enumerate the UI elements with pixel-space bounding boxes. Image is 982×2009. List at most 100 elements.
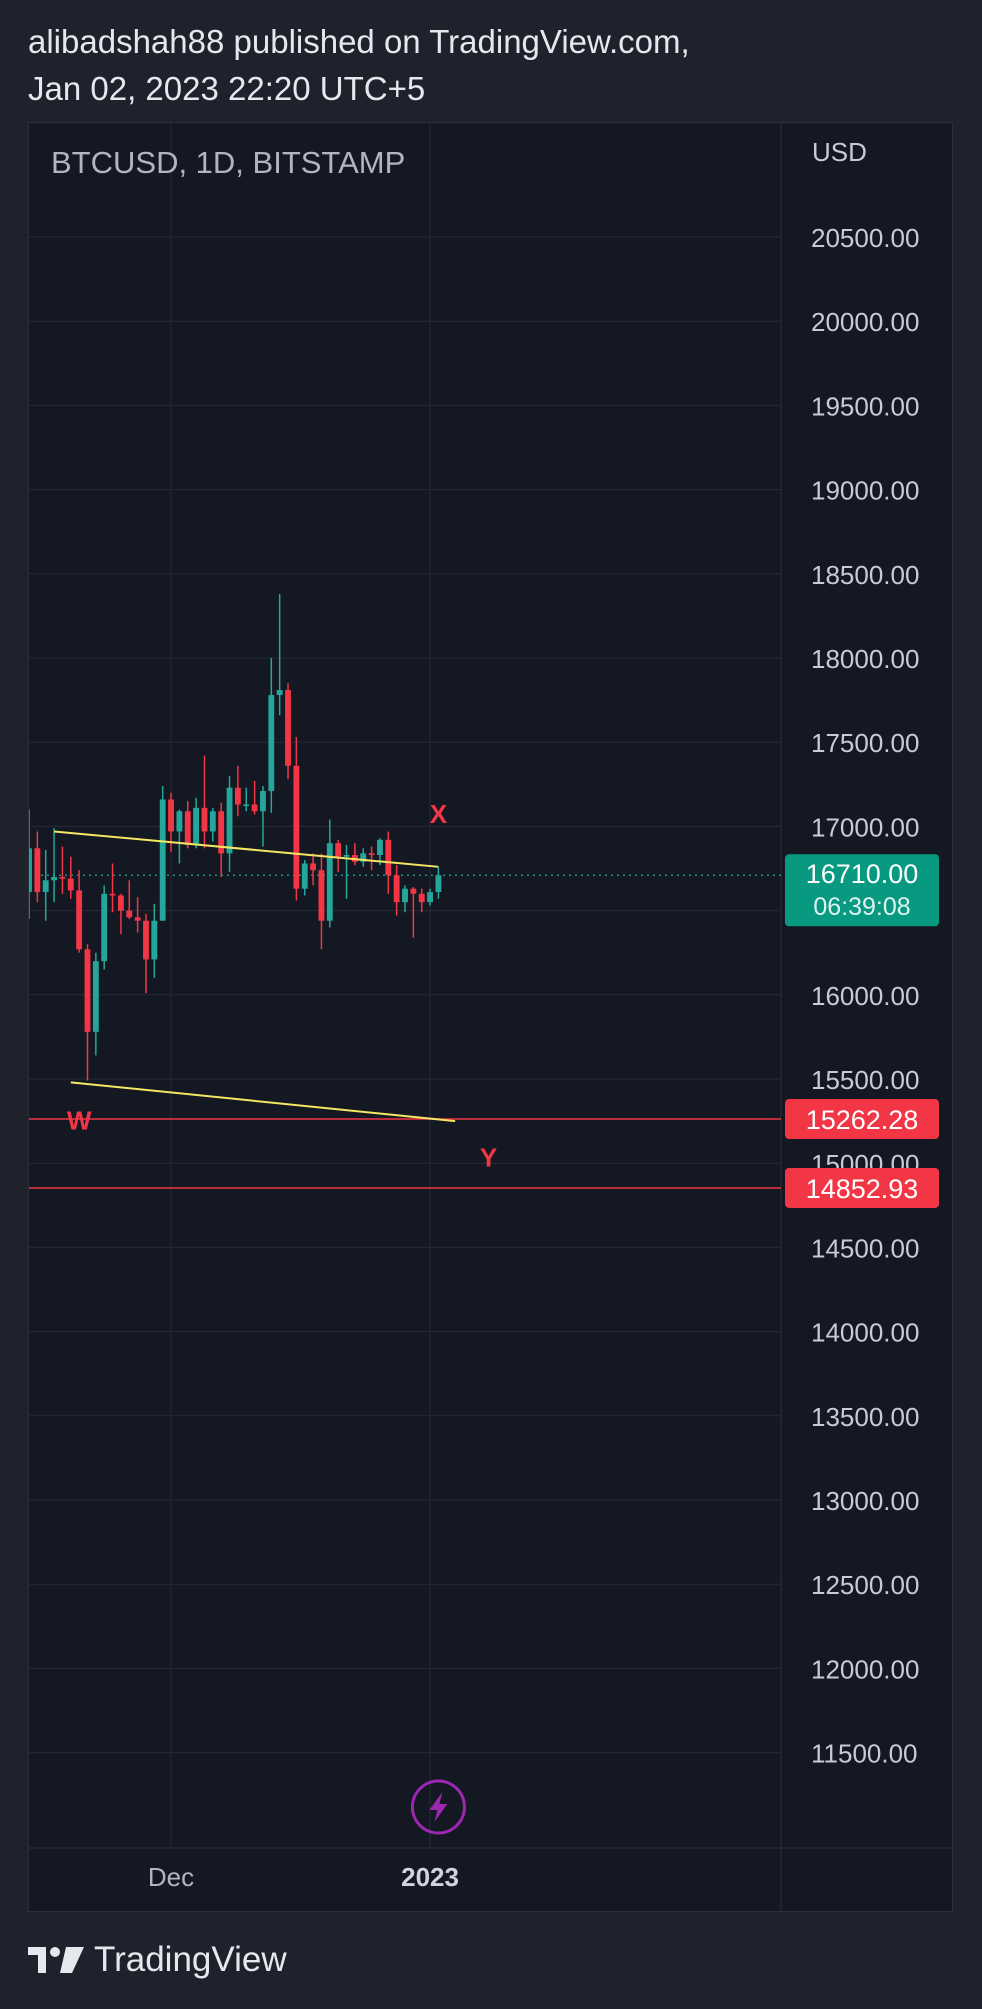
candle-body (76, 890, 83, 950)
candle-body (184, 811, 191, 845)
candle-body (368, 853, 375, 856)
candle (159, 785, 166, 921)
candle-body (209, 811, 216, 832)
candle (76, 870, 83, 953)
candle-body (67, 878, 74, 891)
lightning-icon-bolt (429, 1792, 448, 1822)
candle-body (251, 804, 258, 812)
footer: TradingView (28, 1940, 287, 1980)
y-tick-label: 20000.00 (811, 307, 919, 337)
candle-body (168, 799, 174, 832)
lightning-icon-ring (410, 1779, 466, 1835)
candle-body (318, 870, 325, 921)
candle (226, 775, 233, 872)
candle-body (92, 961, 99, 1032)
candle-body (427, 892, 433, 903)
candle (260, 785, 266, 847)
y-tick-label: 14500.00 (811, 1233, 919, 1263)
candle (201, 755, 208, 849)
publisher-line: alibadshah88 published on TradingView.co… (28, 23, 690, 60)
candle (301, 860, 308, 896)
last-price-tag (785, 854, 939, 927)
y-tick-label: 13000.00 (811, 1486, 919, 1516)
candle-body (276, 689, 283, 696)
candle-body (234, 787, 241, 805)
candle-body (101, 893, 108, 962)
candle (427, 888, 433, 906)
wave-label-y: Y (480, 1143, 497, 1173)
publish-info: alibadshah88 published on TradingView.co… (28, 18, 690, 112)
lightning-icon[interactable] (410, 1779, 466, 1835)
candle-body (293, 765, 300, 889)
level-price-tag (785, 1099, 939, 1140)
candle (326, 819, 333, 928)
candle-body (42, 880, 49, 893)
trendline (53, 830, 439, 868)
candle-body (418, 893, 425, 903)
x-tick-label: Dec (148, 1862, 194, 1892)
candle (360, 848, 367, 867)
publish-date: Jan 02, 2023 22:20 UTC+5 (28, 70, 426, 107)
candle-body (410, 888, 417, 894)
bar-countdown: 06:39:08 (813, 893, 910, 921)
candle (310, 853, 317, 886)
candle (234, 765, 241, 817)
y-tick-label: 14000.00 (811, 1318, 919, 1348)
candle-body (385, 839, 392, 876)
y-tick-label: 13500.00 (811, 1402, 919, 1432)
candle (151, 903, 158, 978)
candle (134, 897, 141, 933)
candle-body (59, 876, 66, 879)
candle-body (117, 895, 124, 911)
candle (410, 887, 417, 938)
candle-body (393, 875, 400, 903)
y-tick-label: 19000.00 (811, 476, 919, 506)
candle-body (243, 804, 250, 807)
candle-body (377, 839, 383, 856)
candle (59, 846, 66, 894)
candle (343, 844, 350, 899)
candle-body (285, 689, 291, 766)
candle (101, 885, 108, 970)
candle-body (134, 917, 141, 921)
candle-body (51, 876, 57, 881)
candle-body (310, 863, 317, 871)
candle (335, 839, 342, 872)
candle (268, 658, 275, 813)
candle (402, 885, 408, 913)
candle-body (218, 811, 225, 854)
candle (393, 865, 400, 916)
y-tick-label: 12000.00 (811, 1654, 919, 1684)
candle-body (159, 799, 166, 921)
candle (117, 893, 124, 935)
y-tick-label: 18000.00 (811, 644, 919, 674)
y-tick-label: 12500.00 (811, 1570, 919, 1600)
y-tick-label: 17000.00 (811, 812, 919, 842)
candle (51, 828, 57, 903)
y-tick-label: 17500.00 (811, 728, 919, 758)
candle (293, 737, 300, 901)
wave-label-w: W (67, 1106, 92, 1136)
symbol-label: BTCUSD, 1D, BITSTAMP (51, 145, 405, 180)
candle-body (176, 811, 183, 832)
candle (351, 843, 358, 866)
candle-body (226, 787, 233, 854)
candle (84, 944, 91, 1081)
candle-body (109, 893, 116, 896)
candle (92, 952, 99, 1056)
x-tick-label: 2023 (401, 1862, 459, 1892)
candlestick-chart[interactable]: BTCUSD, 1D, BITSTAMP USD 20500.00 20000.00 1… (29, 123, 954, 1913)
candle-body (326, 843, 333, 921)
candle (193, 797, 200, 849)
candle (184, 801, 191, 849)
candle-body (29, 848, 32, 893)
candle (176, 809, 183, 864)
candle-body (335, 843, 342, 857)
chart-panel[interactable]: BTCUSD, 1D, BITSTAMP USD 20500.00 20000.00 1… (28, 122, 954, 1913)
wave-label-x: X (430, 799, 448, 829)
candle (209, 807, 216, 842)
candle (435, 866, 442, 899)
candle-body (34, 848, 41, 893)
candle (418, 888, 425, 913)
candle-body (360, 853, 367, 862)
